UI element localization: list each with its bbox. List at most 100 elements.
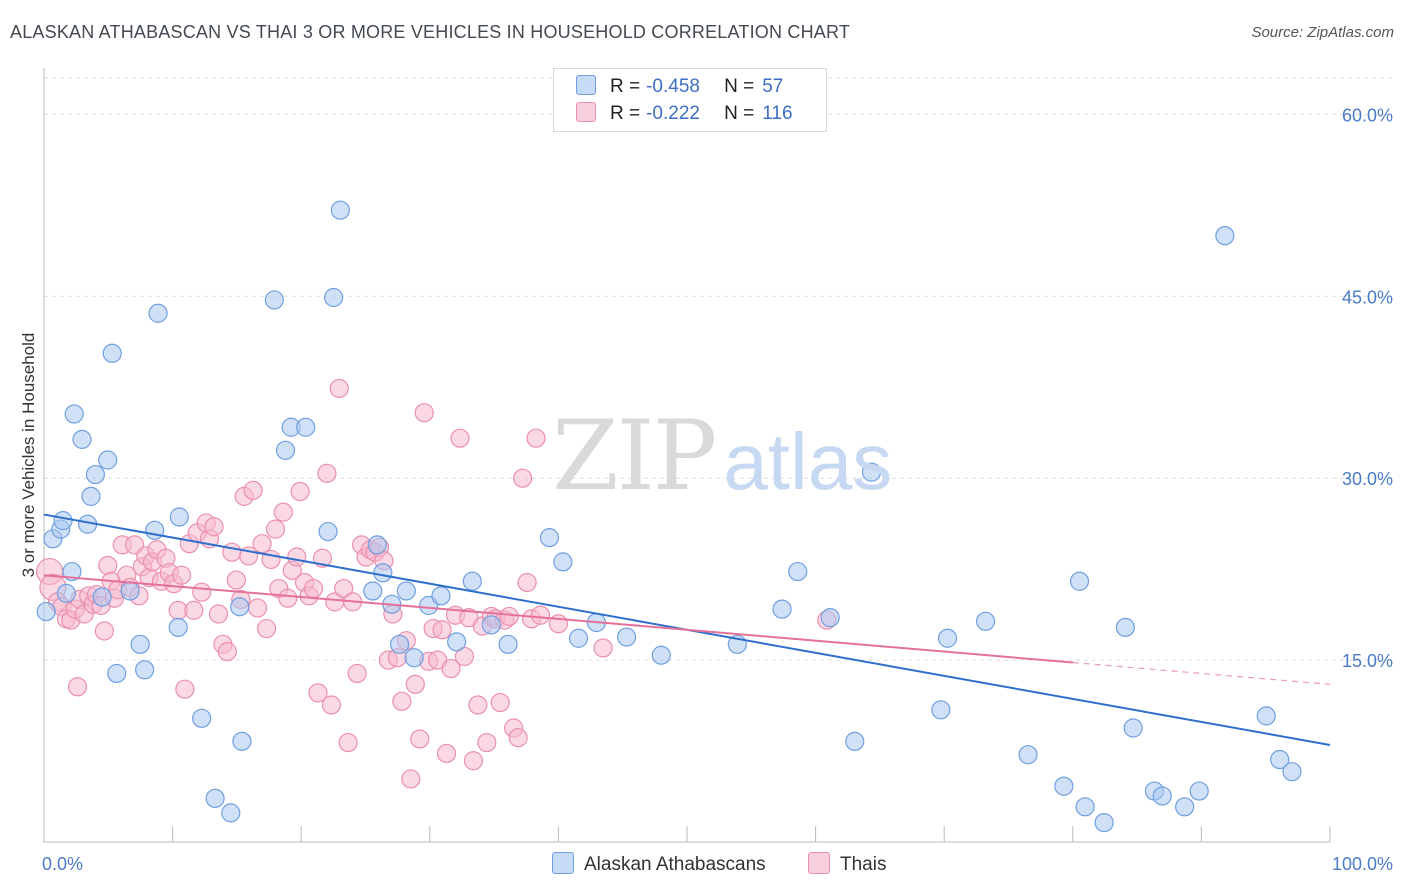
thai-point xyxy=(252,534,272,554)
legend-n-value: 57 xyxy=(762,76,784,97)
athabascan-point xyxy=(772,599,792,619)
grid-lines xyxy=(44,77,1392,661)
athabascan-point xyxy=(1075,797,1095,817)
athabascan-point xyxy=(788,561,808,582)
athabascan-point xyxy=(1054,776,1074,796)
x-tick-label: 0.0% xyxy=(42,854,83,874)
legend-item-athabascans[interactable]: Alaskan Athabascans xyxy=(552,852,766,876)
thai-point xyxy=(410,729,430,749)
legend-r-value: -0.222 xyxy=(646,103,700,124)
athabascan-point xyxy=(617,627,637,647)
athabascan-point xyxy=(462,571,482,591)
correlation-legend: R = -0.458 N = 57 R = -0.222 N = 116 xyxy=(553,68,827,132)
athabascan-point xyxy=(498,634,518,654)
athabascan-point xyxy=(390,634,410,654)
thai-points xyxy=(35,378,837,789)
thai-point xyxy=(414,403,434,423)
axes xyxy=(43,68,1331,843)
athabascan-point xyxy=(431,586,451,606)
thai-point xyxy=(490,692,510,713)
athabascan-point xyxy=(373,563,393,583)
legend-r-label: R = xyxy=(610,76,641,97)
athabascan-point xyxy=(539,528,560,548)
legend-swatch-pink xyxy=(576,102,596,122)
thai-point xyxy=(401,769,421,789)
athabascan-point xyxy=(404,648,424,668)
legend-r-value: -0.458 xyxy=(646,76,700,97)
athabascan-point xyxy=(62,561,82,582)
thai-point xyxy=(94,621,114,641)
thai-point xyxy=(247,598,268,618)
legend-label: Alaskan Athabascans xyxy=(584,854,766,875)
athabascan-point xyxy=(135,660,155,680)
thai-point xyxy=(463,751,484,771)
athabascan-point xyxy=(92,587,112,607)
thai-point xyxy=(347,663,367,684)
athabascan-point xyxy=(168,617,188,637)
thai-point xyxy=(517,572,537,593)
athabascan-point xyxy=(107,663,127,684)
thai-point xyxy=(222,542,242,562)
thai-point xyxy=(204,517,224,537)
thai-point xyxy=(338,732,358,753)
legend-row-thai: R = -0.222 N = 116 xyxy=(576,102,793,126)
athabascan-point xyxy=(192,708,212,728)
athabascan-point xyxy=(324,287,344,308)
athabascan-point xyxy=(1215,226,1235,246)
legend-n-label: N = xyxy=(724,76,755,97)
athabascan-point xyxy=(1069,571,1090,591)
athabascan-point xyxy=(98,450,118,470)
thai-point xyxy=(317,463,337,483)
athabascan-point xyxy=(396,581,416,601)
thai-point xyxy=(171,565,192,585)
athabascan-point xyxy=(975,611,996,631)
thai-point xyxy=(530,605,551,625)
athabascan-point xyxy=(367,535,387,555)
athabascan-point xyxy=(130,634,150,654)
thai-point xyxy=(441,658,461,679)
legend-row-athabascan: R = -0.458 N = 57 xyxy=(576,75,783,99)
thai-point xyxy=(508,728,528,748)
source-label: Source: ZipAtlas.com xyxy=(1251,24,1394,41)
legend-item-thais[interactable]: Thais xyxy=(808,852,886,876)
thai-point xyxy=(432,620,452,640)
athabascan-point xyxy=(232,731,252,751)
thai-point xyxy=(98,555,118,576)
athabascan-point xyxy=(275,440,296,460)
athabascan-point xyxy=(481,615,501,635)
thai-point xyxy=(303,578,324,599)
athabascan-point xyxy=(1123,718,1143,738)
thai-point xyxy=(226,570,246,590)
athabascan-point xyxy=(330,200,350,220)
thai-point xyxy=(329,378,349,399)
tick-labels: 15.0% 30.0% 45.0% 60.0% 0.0% 100.0% xyxy=(42,105,1393,874)
x-tick-label: 100.0% xyxy=(1332,854,1393,874)
athabascan-point xyxy=(553,552,573,572)
athabascan-point xyxy=(296,417,316,437)
athabascan-point xyxy=(1282,762,1302,782)
athabascan-point xyxy=(72,429,92,449)
thai-point xyxy=(256,618,277,639)
y-tick-label: 60.0% xyxy=(1342,105,1393,125)
athabascan-point xyxy=(568,628,589,648)
thai-point xyxy=(184,600,204,620)
thai-point xyxy=(192,582,212,602)
thai-point xyxy=(287,547,307,567)
athabascan-point xyxy=(81,486,101,506)
legend-swatch-pink xyxy=(808,852,830,874)
thai-trend-line xyxy=(43,574,1073,664)
athabascan-point xyxy=(205,788,225,808)
athabascan-point xyxy=(148,303,168,323)
athabascan-point xyxy=(120,581,140,601)
legend-r-label: R = xyxy=(610,103,641,124)
trend-lines xyxy=(43,513,1331,746)
athabascan-point xyxy=(820,608,840,628)
thai-point xyxy=(468,695,488,715)
legend-swatch-blue xyxy=(576,75,596,95)
y-tick-label: 15.0% xyxy=(1342,651,1393,671)
thai-point xyxy=(513,468,533,488)
legend-swatch-blue xyxy=(552,852,574,874)
thai-point xyxy=(405,674,425,694)
athabascan-point xyxy=(85,464,106,485)
athabascan-point xyxy=(363,581,383,601)
